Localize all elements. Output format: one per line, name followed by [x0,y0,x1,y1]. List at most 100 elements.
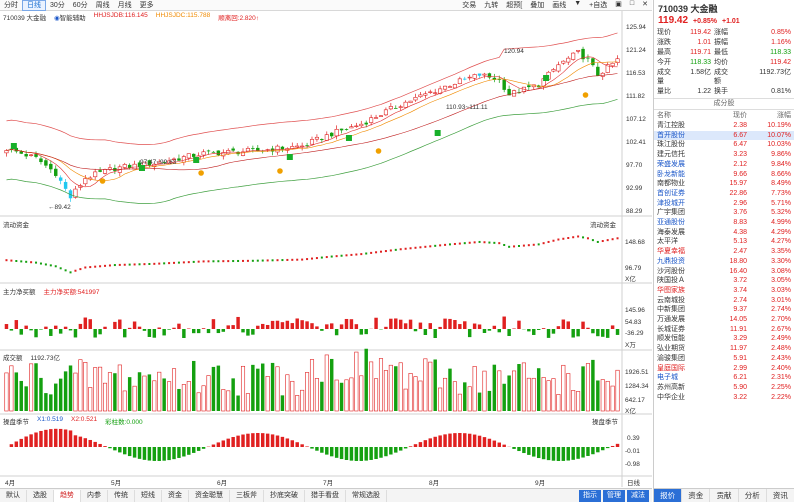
volume-bar [295,395,300,412]
component-change: 2.67% [771,325,791,333]
macd-bar [601,447,605,451]
right-tab-1[interactable]: 资金 [682,489,711,502]
toolbar-action-9[interactable]: ✕ [642,1,648,8]
component-row[interactable]: 顺发恒能 3.29 2.49% [654,334,794,344]
bottom-tab-4[interactable]: 传统 [108,489,135,502]
chart-svg[interactable] [0,11,652,487]
bottom-tab-2[interactable]: 趋势 [54,489,81,502]
macd-bar [394,447,398,453]
period-tab-1[interactable]: 日线 [22,0,46,11]
component-row[interactable]: 青江控股 2.38 10.19% [654,121,794,131]
mf-bar [458,324,462,329]
period-tab-4[interactable]: 周线 [95,1,110,9]
component-row[interactable]: 万通发展 14.05 2.70% [654,315,794,325]
component-row[interactable]: 华夏幸福 2.47 3.35% [654,247,794,257]
macd-bar [551,447,556,461]
component-row[interactable]: 卧龙新能 9.66 8.66% [654,170,794,180]
volume-bar [152,380,157,412]
chart-area[interactable]: 710039 大金融 ◉智能辅助 HHJSJDB:116.145 HHJSJDC… [0,11,652,487]
macd-bar [24,436,28,447]
component-row[interactable]: 中华企业 3.22 2.22% [654,393,794,403]
period-tab-2[interactable]: 30分 [50,1,65,9]
component-row[interactable]: 津投城开 2.96 5.71% [654,199,794,209]
toolbar-action-0[interactable]: 交易 [462,2,477,9]
toolbar-action-5[interactable]: ▼ [574,0,582,7]
flow-dot [15,260,18,262]
toolbar-action-7[interactable]: ▣ [615,1,622,8]
toolbar-action-3[interactable]: 叠加 [530,2,545,9]
candle-body [320,139,324,141]
component-row[interactable]: 弘业期货 11.97 2.48% [654,344,794,354]
col-name[interactable]: 名称 [657,112,671,119]
vol-axis-unit: X亿 [625,408,636,415]
component-row[interactable]: 南都物业 15.97 8.49% [654,179,794,189]
component-row[interactable]: 荣盛发展 2.12 9.84% [654,160,794,170]
right-tab-2[interactable]: 贡献 [710,489,739,502]
component-row[interactable]: 长城证券 11.91 2.67% [654,325,794,335]
quote-label: 最低 [714,49,728,56]
flow-dot [586,237,589,240]
bottom-tab-11[interactable]: 常规选股 [346,489,387,502]
component-row[interactable]: 亚通股份 8.83 4.99% [654,218,794,228]
right-tab-0[interactable]: 报价 [654,489,683,502]
period-tab-6[interactable]: 更多 [139,1,154,9]
mf-bar [482,329,487,333]
mf-bar [270,320,275,329]
flow-dot [251,259,254,262]
period-tab-3[interactable]: 60分 [72,1,88,9]
period-tab-5[interactable]: 月线 [117,1,132,9]
component-price: 2.99 [733,364,747,372]
toolbar-action-2[interactable]: 超预[ [506,2,523,9]
bottom-tab-7[interactable]: 资金聪慧 [189,489,230,502]
macd-bar [364,447,368,461]
bottom-tab-10[interactable]: 猎手看盘 [305,489,346,502]
component-row[interactable]: 太平洋 5.13 4.27% [654,237,794,247]
toolbar-action-4[interactable]: 画线 [552,2,567,9]
component-row[interactable]: 沙河股份 16.40 3.08% [654,267,794,277]
bottom-action-2[interactable]: 减法 [627,489,649,502]
volume-bar [418,380,423,412]
component-row[interactable]: 中新集团 9.37 2.74% [654,305,794,315]
bottom-tab-0[interactable]: 默认 [0,489,27,502]
component-row[interactable]: 云南城投 2.74 3.01% [654,296,794,306]
right-tab-3[interactable]: 分析 [739,489,767,502]
mf-bar [310,323,314,329]
component-row[interactable]: 首开股份 6.67 10.07% [654,130,794,141]
col-price[interactable]: 现价 [733,112,747,119]
component-row[interactable]: 建元信托 3.23 9.86% [654,150,794,160]
candle-body [186,153,191,159]
component-row[interactable]: 电子城 6.21 2.31% [654,373,794,383]
component-row[interactable]: 皇庭国际 2.99 2.40% [654,364,794,374]
component-row[interactable]: 华图家族 3.74 3.03% [654,286,794,296]
right-tab-4[interactable]: 资讯 [767,489,794,502]
bottom-tab-8[interactable]: 三板斧 [230,489,264,502]
component-row[interactable]: 九鼎投资 18.80 3.30% [654,257,794,267]
bottom-tab-3[interactable]: 内参 [81,489,108,502]
smart-assist-toggle[interactable]: ◉智能辅助 [54,12,86,22]
component-row[interactable]: 首创证券 22.86 7.73% [654,189,794,199]
toolbar-action-6[interactable]: +自选 [589,2,608,9]
bottom-tab-1[interactable]: 选股 [27,489,54,502]
toolbar-action-8[interactable]: □ [629,0,635,7]
component-row[interactable]: 陕国投Ａ 3.72 3.05% [654,276,794,286]
macd-bar [54,428,58,447]
component-row[interactable]: 广宇集团 3.76 5.32% [654,208,794,218]
component-name: 南都物业 [657,180,685,188]
macd-bar [566,447,570,461]
flow-dot [20,260,23,263]
component-price: 4.38 [733,228,747,236]
period-tab-0[interactable]: 分时 [4,1,18,9]
bottom-action-0[interactable]: 指示 [579,489,601,502]
bottom-tab-9[interactable]: 抄底突破 [264,489,305,502]
bottom-tab-5[interactable]: 短线 [135,489,162,502]
macd-bar [596,447,600,453]
col-change[interactable]: 涨幅 [777,112,791,119]
component-row[interactable]: 海泰发展 4.38 4.29% [654,228,794,238]
volume-bar [605,380,610,412]
bottom-tab-6[interactable]: 资金 [162,489,189,502]
toolbar-action-1[interactable]: 九转 [484,2,499,9]
component-row[interactable]: 渝骏集团 5.91 2.43% [654,354,794,364]
component-row[interactable]: 珠江股份 6.47 10.03% [654,140,794,150]
bottom-action-1[interactable]: 管理 [603,489,625,502]
component-row[interactable]: 苏州高新 5.90 2.25% [654,383,794,393]
